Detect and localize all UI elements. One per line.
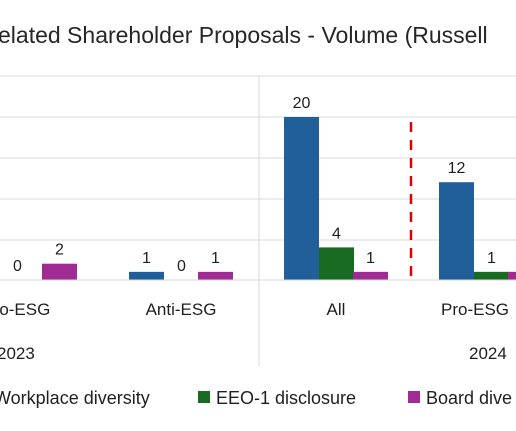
data-label: 1 bbox=[211, 250, 220, 267]
bar bbox=[508, 271, 516, 280]
category-label: Pro-ESG bbox=[441, 300, 509, 319]
bar bbox=[319, 247, 354, 280]
legend-label: Board dive bbox=[426, 388, 512, 408]
data-label: 20 bbox=[293, 95, 311, 112]
bar bbox=[129, 271, 164, 280]
bar bbox=[42, 263, 77, 280]
data-label: 0 bbox=[13, 258, 22, 275]
group-label: 2024 bbox=[469, 344, 507, 363]
legend-swatch bbox=[408, 391, 420, 403]
data-label: 2 bbox=[55, 242, 64, 259]
data-label: 1 bbox=[487, 250, 496, 267]
legend-label: Workplace diversity bbox=[0, 388, 150, 408]
category-label: All bbox=[327, 300, 346, 319]
bars-layer: 0 2 1 0 1 20 4 1 12 1 bbox=[13, 95, 516, 280]
legend-label: EEO-1 disclosure bbox=[216, 388, 356, 408]
data-label: 1 bbox=[366, 250, 375, 267]
chart-title: elated Shareholder Proposals - Volume (R… bbox=[0, 22, 488, 48]
category-label: Anti-ESG bbox=[146, 300, 217, 319]
bar bbox=[353, 271, 388, 280]
data-label: 4 bbox=[332, 225, 341, 242]
data-label: 0 bbox=[177, 258, 186, 275]
bar bbox=[474, 271, 509, 280]
legend-swatch bbox=[198, 391, 210, 403]
bar bbox=[439, 182, 474, 280]
bar bbox=[284, 117, 319, 280]
data-label: 12 bbox=[448, 160, 466, 177]
data-label: 1 bbox=[142, 250, 151, 267]
bar bbox=[198, 271, 233, 280]
group-label: 2023 bbox=[0, 344, 35, 363]
category-label: ro-ESG bbox=[0, 300, 50, 319]
